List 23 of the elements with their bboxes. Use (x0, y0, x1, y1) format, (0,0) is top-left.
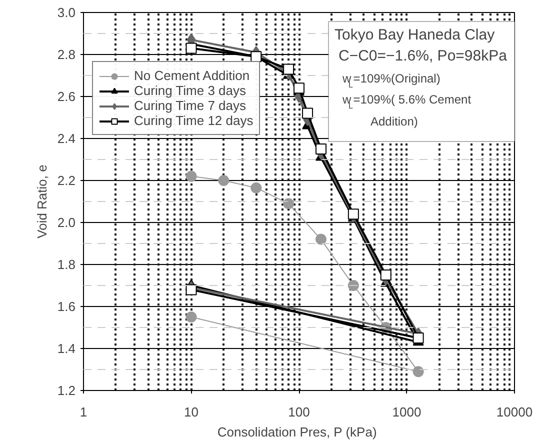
y-tick-label: 1.8 (57, 257, 76, 272)
y-tick-label: 2.4 (57, 131, 76, 146)
y-tick-label: 2.6 (57, 89, 76, 104)
annotation: Tokyo Bay Haneda Clay (334, 26, 496, 44)
y-tick-label: 2.8 (57, 47, 76, 62)
legend-label: Curing Time 7 days (134, 98, 246, 113)
x-tick-label: 1000 (392, 404, 422, 420)
y-axis-title: Void Ratio, e (34, 164, 50, 238)
x-tick-label: 100 (288, 404, 310, 420)
y-tick-label: 2.0 (57, 215, 76, 230)
x-tick-label: 1 (80, 404, 88, 420)
x-tick-label: 10000 (496, 404, 533, 420)
y-tick-label: 1.2 (57, 383, 76, 398)
legend-label: Curing Time 12 days (134, 113, 254, 128)
x-tick-label: 10 (184, 404, 198, 420)
annotation: C−C0=−1.6%, Po=98kPa (338, 48, 508, 64)
x-axis-title: Consolidation Pres, P (kPa) (217, 424, 377, 440)
y-tick-label: 1.4 (57, 341, 76, 356)
legend-label: Curing Time 3 days (134, 83, 246, 98)
y-tick-label: 3.0 (57, 5, 76, 20)
legend-label: No Cement Addition (134, 68, 250, 83)
y-tick-label: 1.6 (57, 299, 76, 314)
y-tick-label: 2.2 (57, 173, 76, 188)
